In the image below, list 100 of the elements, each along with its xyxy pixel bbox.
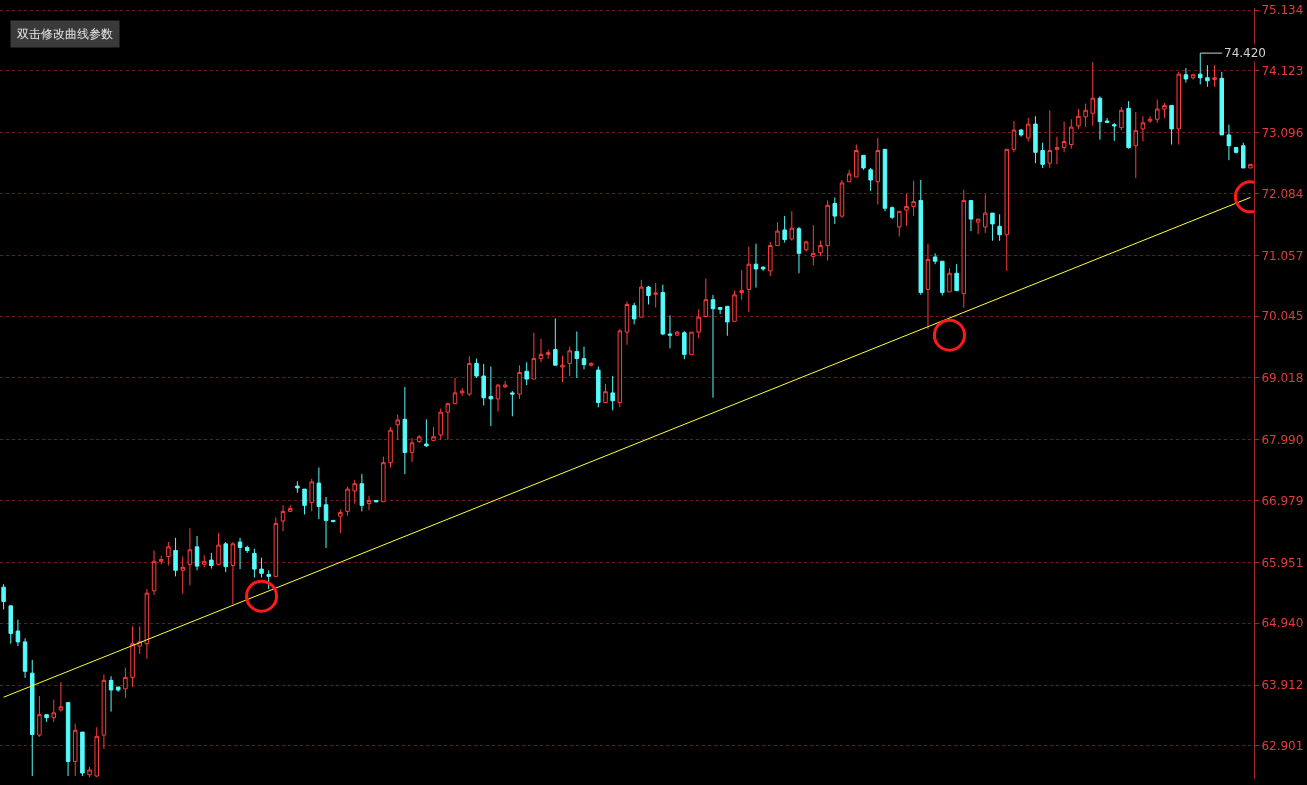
candlestick xyxy=(725,305,730,337)
candlestick xyxy=(438,408,443,441)
candlestick xyxy=(474,358,479,379)
candlestick xyxy=(273,516,279,577)
candlestick xyxy=(1004,148,1010,272)
candlestick xyxy=(617,328,623,408)
candlestick xyxy=(811,224,816,266)
candlestick xyxy=(1241,142,1246,169)
candlestick xyxy=(1212,64,1217,88)
candlestick xyxy=(144,588,150,660)
candlestick xyxy=(108,675,114,713)
candlestick xyxy=(452,377,458,405)
candlestick xyxy=(1011,120,1017,153)
candlestick xyxy=(87,766,92,778)
candlestick xyxy=(80,731,85,777)
y-tick-label: 66.979 xyxy=(1261,493,1304,508)
y-tick-label: 64.940 xyxy=(1261,616,1304,631)
candlestick xyxy=(51,699,56,723)
candlestick xyxy=(216,532,221,566)
candlestick xyxy=(65,702,71,777)
candlestick xyxy=(925,243,931,330)
candlestick xyxy=(1090,61,1096,127)
candlestick xyxy=(1040,142,1045,169)
candlestick xyxy=(1047,109,1053,169)
candlestick xyxy=(467,355,472,397)
candlestick xyxy=(37,695,42,738)
annotation: 双击修改曲线参数 xyxy=(17,27,113,41)
candlestick xyxy=(940,260,945,296)
candlestick xyxy=(359,473,365,512)
candlestick xyxy=(904,193,909,227)
candlestick xyxy=(230,541,236,605)
candlestick xyxy=(266,569,271,590)
candlestick xyxy=(123,667,128,699)
candlestick xyxy=(1018,128,1024,138)
candlestick xyxy=(732,290,737,322)
candlestick xyxy=(1026,117,1031,143)
candlestick xyxy=(1097,95,1103,141)
candlestick xyxy=(495,383,501,413)
y-tick-label: 71.057 xyxy=(1261,248,1304,263)
candlestick xyxy=(789,210,795,242)
candlestick xyxy=(94,726,99,778)
candlestick xyxy=(1112,122,1117,142)
candlestick xyxy=(338,509,343,534)
candlestick xyxy=(287,504,293,512)
candlestick xyxy=(1069,118,1074,150)
candlestick xyxy=(459,387,465,397)
candlestick xyxy=(1176,71,1182,146)
candlestick xyxy=(388,426,393,468)
y-tick-label: 70.045 xyxy=(1261,309,1304,324)
candlestick xyxy=(373,500,379,503)
candlestick xyxy=(1169,104,1174,146)
candlestick xyxy=(875,137,881,206)
candlestick xyxy=(345,486,350,517)
candlestick xyxy=(581,346,587,370)
y-tick-label: 74.123 xyxy=(1261,64,1304,79)
candlestick xyxy=(839,179,845,219)
candlestick xyxy=(488,365,494,427)
candlestick xyxy=(653,282,658,308)
candlestick xyxy=(381,456,386,503)
candlestick xyxy=(1140,115,1146,143)
candlestick xyxy=(703,278,709,318)
candlestick xyxy=(223,541,228,573)
candlestick xyxy=(166,541,171,566)
candlestick xyxy=(259,557,264,579)
candlestick xyxy=(739,269,744,301)
candlestick xyxy=(517,364,522,400)
candlestick xyxy=(897,210,902,238)
annotation: 74.420 xyxy=(1224,46,1266,60)
candlestick xyxy=(201,554,207,568)
candlestick xyxy=(674,330,680,337)
candlestick xyxy=(588,361,594,367)
candlestick xyxy=(932,252,938,265)
candlestick xyxy=(1147,115,1153,124)
candlestick xyxy=(596,365,601,408)
candlestick xyxy=(29,659,35,777)
candlestick xyxy=(997,213,1002,242)
candlestick xyxy=(72,723,78,777)
candlestick xyxy=(15,619,21,647)
candlestick xyxy=(846,169,852,183)
candlestick xyxy=(44,714,49,723)
candlestick xyxy=(1233,147,1239,155)
candlestick xyxy=(1076,108,1081,130)
candlestick xyxy=(481,363,486,407)
candlestick xyxy=(889,205,895,220)
candlestick xyxy=(302,488,307,515)
candlestick xyxy=(1083,103,1088,128)
candlestick xyxy=(918,179,924,296)
candlestick xyxy=(1061,121,1067,153)
candlestick xyxy=(775,221,780,247)
candlestick xyxy=(445,402,451,441)
candlestick xyxy=(1226,124,1232,161)
candlestick xyxy=(825,199,830,262)
candlestick xyxy=(330,519,336,523)
candlestick xyxy=(1205,64,1210,88)
candlestick xyxy=(682,330,687,360)
y-tick-label: 69.018 xyxy=(1261,371,1304,386)
candlestick xyxy=(244,545,250,554)
candlestick xyxy=(194,535,200,571)
candlestick xyxy=(624,300,630,346)
candlestick xyxy=(689,331,694,355)
